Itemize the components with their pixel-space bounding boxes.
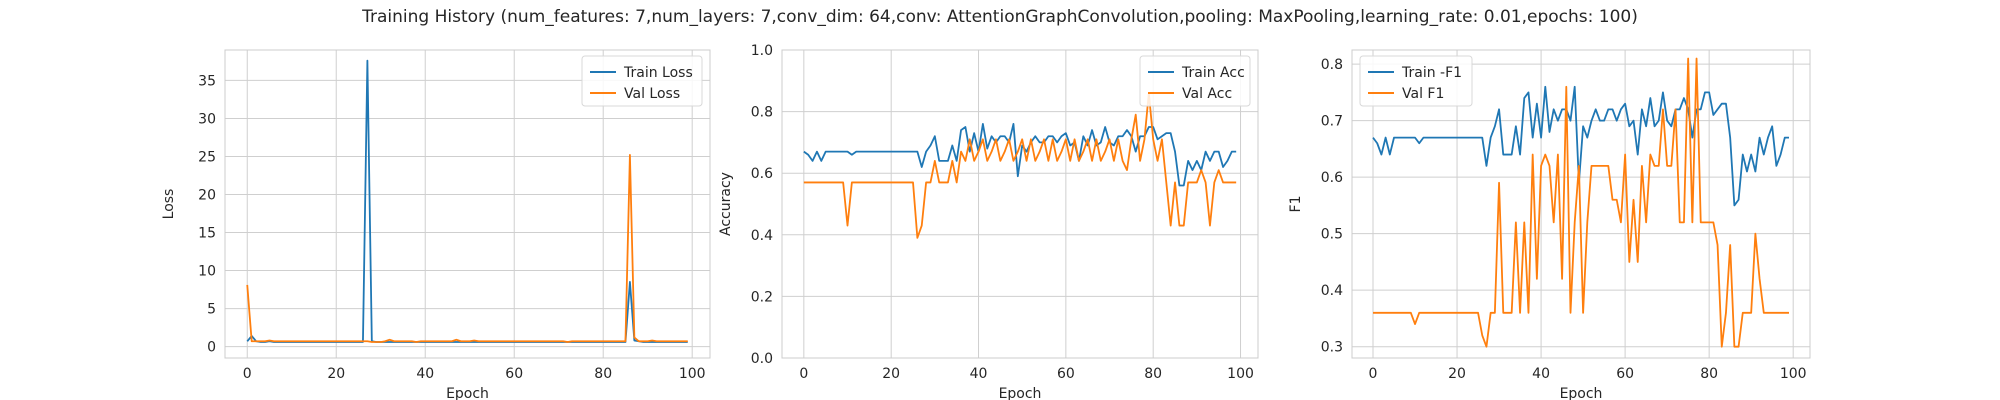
chart-panel-3: 0 20 40 60 80 100 0.3 0.4 0.5 0.6 0.7 0.8 Epoch F1 Tra… — [1288, 49, 1811, 400]
series-line-val-f1 — [1373, 57, 1789, 348]
y-tick-label: 15 — [198, 226, 216, 242]
y-axis-label: Loss — [161, 189, 177, 220]
x-tick-label: 0 — [1369, 366, 1378, 382]
legend-label: Val Loss — [624, 86, 680, 102]
x-tick-label: 40 — [416, 366, 434, 382]
x-tick-label: 80 — [1144, 366, 1162, 382]
series-line-val-loss — [246, 154, 688, 343]
legend: Train -F1 Val F1 — [1359, 55, 1473, 107]
x-tick-label: 0 — [799, 366, 808, 382]
y-tick-label: 30 — [198, 111, 216, 127]
x-axis-label: Epoch — [999, 386, 1042, 400]
y-tick-label: 0.3 — [1321, 340, 1343, 356]
x-tick-label: 20 — [882, 366, 900, 382]
y-tick-label: 35 — [198, 73, 216, 89]
x-tick-label: 60 — [505, 366, 523, 382]
y-tick-label: 0 — [207, 340, 216, 356]
y-axis-label: Accuracy — [718, 172, 734, 236]
chart-panel-2: 0 20 40 60 80 100 0.0 0.2 0.4 0.6 0.8 1.0 Epoch Accur… — [718, 43, 1259, 400]
x-tick-label: 60 — [1616, 366, 1634, 382]
y-tick-label: 0.6 — [751, 166, 773, 182]
x-tick-label: 60 — [1057, 366, 1075, 382]
y-axis-label: F1 — [1288, 196, 1304, 213]
legend-label: Val Acc — [1182, 86, 1232, 102]
x-tick-label: 100 — [1227, 366, 1254, 382]
legend-label: Train -F1 — [1401, 65, 1462, 81]
figure-title: Training History (num_features: 7,num_la… — [361, 7, 1638, 27]
legend-label: Train Acc — [1181, 65, 1245, 81]
series-line-train-f1 — [1372, 85, 1789, 207]
y-tick-label: 0.8 — [1321, 57, 1343, 73]
legend-label: Val F1 — [1402, 86, 1444, 102]
x-tick-label: 0 — [243, 366, 252, 382]
legend: Train Acc Val Acc — [1139, 55, 1251, 107]
y-tick-label: 0.6 — [1321, 170, 1343, 186]
x-tick-label: 80 — [1700, 366, 1718, 382]
y-tick-label: 10 — [198, 264, 216, 280]
y-tick-label: 5 — [207, 302, 216, 318]
x-tick-label: 40 — [1532, 366, 1550, 382]
y-tick-label: 0.7 — [1321, 114, 1343, 130]
x-tick-label: 100 — [679, 366, 706, 382]
x-tick-label: 20 — [327, 366, 345, 382]
series-line-train-acc — [803, 123, 1237, 187]
plot-frame — [781, 49, 1259, 359]
y-tick-label: 0.4 — [1321, 283, 1343, 299]
y-tick-label: 0.8 — [751, 105, 773, 121]
plot-frame — [1351, 49, 1811, 359]
y-tick-label: 20 — [198, 187, 216, 203]
x-axis-label: Epoch — [446, 386, 489, 400]
x-axis-label: Epoch — [1560, 386, 1603, 400]
y-tick-label: 1.0 — [751, 43, 773, 59]
chart-panel-1: 0 20 40 60 80 100 0 5 10 15 20 25 30 35 Epoch Loss Train… — [161, 49, 711, 400]
plot-frame — [224, 49, 711, 359]
y-tick-label: 0.4 — [751, 228, 773, 244]
x-tick-label: 80 — [594, 366, 612, 382]
y-tick-label: 0.0 — [751, 351, 773, 367]
x-tick-label: 100 — [1780, 366, 1807, 382]
series-line-val-acc — [803, 92, 1237, 239]
y-tick-label: 25 — [198, 149, 216, 165]
y-tick-label: 0.2 — [751, 289, 773, 305]
y-tick-label: 0.5 — [1321, 227, 1343, 243]
legend: Train Loss Val Loss — [581, 55, 703, 107]
x-tick-label: 40 — [970, 366, 988, 382]
x-tick-label: 20 — [1448, 366, 1466, 382]
legend-label: Train Loss — [623, 65, 693, 81]
